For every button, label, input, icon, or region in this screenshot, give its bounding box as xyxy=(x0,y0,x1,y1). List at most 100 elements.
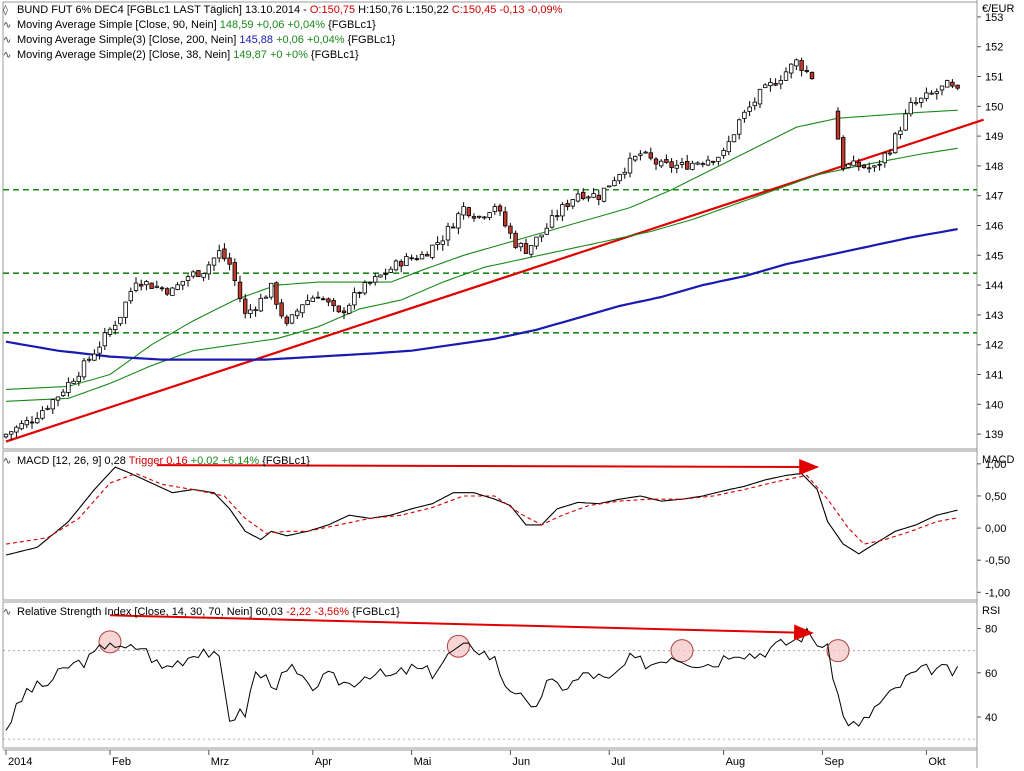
candle-up xyxy=(872,165,877,168)
ma90-suffix: {FGBLc1} xyxy=(325,19,376,31)
line-series-icon: ∿ xyxy=(3,20,12,31)
candle-up xyxy=(570,199,575,207)
rsi-peak-marker xyxy=(826,639,850,663)
main-ytick-label: 150 xyxy=(985,101,1003,113)
price-high: H:150,76 xyxy=(355,4,403,16)
price-low: L:150,22 xyxy=(402,4,449,16)
candle-up xyxy=(248,309,253,314)
candle-up xyxy=(305,300,310,305)
candle-down xyxy=(466,207,471,217)
candle-up xyxy=(700,163,705,166)
candle-down xyxy=(835,110,841,140)
line-series-icon: ∿ xyxy=(3,50,12,61)
candle-up xyxy=(66,381,71,393)
candle-up xyxy=(851,160,856,167)
candle-down xyxy=(565,203,570,207)
candle-down xyxy=(424,254,430,257)
candle-up xyxy=(440,240,445,245)
candle-up xyxy=(435,242,440,245)
xtick-label: Jun xyxy=(512,756,530,768)
rsi-change: -2,22 -3,56% xyxy=(286,606,350,618)
ma-line-1 xyxy=(5,147,958,402)
candle-up xyxy=(695,162,700,165)
main-ytick-label: 151 xyxy=(985,72,1003,84)
candle-down xyxy=(237,281,243,300)
candle-down xyxy=(711,160,716,163)
candle-up xyxy=(627,157,633,174)
candle-up xyxy=(133,282,139,291)
xtick-label: Mai xyxy=(414,756,432,768)
candle-up xyxy=(190,271,196,277)
xtick-label: Jul xyxy=(611,756,625,768)
candle-up xyxy=(518,243,523,248)
candle-up xyxy=(123,301,128,318)
candle-up xyxy=(908,102,913,115)
candle-up xyxy=(461,206,466,216)
main-ytick-label: 145 xyxy=(985,250,1003,262)
candle-up xyxy=(705,159,711,166)
rsi-unit-label: RSI xyxy=(982,605,1001,617)
candle-up xyxy=(643,151,648,154)
candle-up xyxy=(768,82,773,87)
main-ytick-label: 153 xyxy=(985,12,1003,24)
candle-down xyxy=(232,262,237,282)
ma-line-2 xyxy=(5,228,958,361)
candle-up xyxy=(300,304,305,314)
candle-up xyxy=(939,85,945,91)
candle-up xyxy=(14,426,19,433)
candle-up xyxy=(482,216,487,219)
line-series-icon: ∿ xyxy=(3,35,12,46)
candle-up xyxy=(144,281,149,286)
candle-down xyxy=(164,288,170,295)
macd-ytick-label: -0,50 xyxy=(985,555,1010,567)
candle-up xyxy=(607,185,612,188)
candle-down xyxy=(664,159,669,163)
candle-up xyxy=(638,153,643,156)
candle-up xyxy=(924,92,929,99)
macd-label: MACD [12, 26, 9] 0,28 xyxy=(17,455,129,467)
candle-down xyxy=(326,298,331,303)
candle-up xyxy=(617,174,622,182)
candle-up xyxy=(102,332,107,347)
rsi-suffix: {FGBLc1} xyxy=(349,606,400,618)
main-ytick-label: 143 xyxy=(985,310,1003,322)
candle-down xyxy=(138,283,144,287)
candle-up xyxy=(40,410,45,419)
candle-up xyxy=(170,287,175,296)
candle-down xyxy=(950,81,955,87)
candle-up xyxy=(268,282,274,298)
candle-up xyxy=(929,92,934,95)
candle-up xyxy=(128,291,133,302)
candle-up xyxy=(539,234,544,238)
candle-down xyxy=(196,270,201,277)
candle-down xyxy=(856,161,861,168)
candle-up xyxy=(92,353,97,361)
candle-down xyxy=(274,282,279,305)
rsi-peak-marker xyxy=(670,639,694,663)
candle-down xyxy=(685,160,690,170)
macd-ytick-label: 1,00 xyxy=(985,459,1006,471)
candle-up xyxy=(887,152,893,155)
xtick-label: Feb xyxy=(112,756,131,768)
candle-up xyxy=(118,316,123,325)
candle-up xyxy=(3,433,9,438)
candle-down xyxy=(315,296,321,299)
candle-up xyxy=(201,273,206,278)
rsi-label: Relative Strength Index [Close, 14, 30, … xyxy=(17,606,287,618)
candle-up xyxy=(35,417,40,424)
macd-line-1 xyxy=(5,472,958,545)
candle-up xyxy=(175,284,180,290)
candle-down xyxy=(648,152,653,159)
candle-up xyxy=(487,212,492,218)
candle-up xyxy=(419,253,425,260)
main-unit-label: €/EUR xyxy=(982,3,1015,15)
candle-up xyxy=(601,187,607,202)
candle-up xyxy=(206,264,211,275)
price-open: O:150,75 xyxy=(309,4,356,16)
candle-up xyxy=(622,171,627,175)
candle-up xyxy=(721,150,726,157)
candle-down xyxy=(809,71,815,80)
xtick-label: Sep xyxy=(824,756,844,768)
xtick-label: Aug xyxy=(726,756,746,768)
